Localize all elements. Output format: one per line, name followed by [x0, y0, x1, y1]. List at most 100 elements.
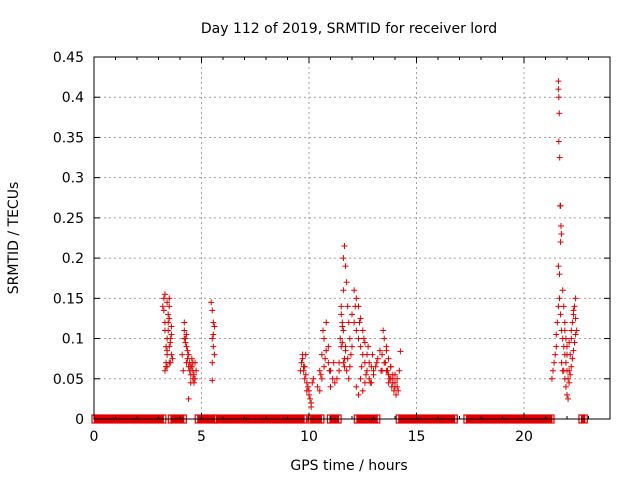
data-point	[321, 363, 328, 370]
data-point	[299, 355, 306, 362]
data-point	[210, 319, 217, 326]
data-point	[301, 363, 308, 370]
data-point	[160, 295, 167, 302]
data-point	[370, 367, 377, 374]
data-point	[302, 371, 309, 378]
data-point	[353, 383, 360, 390]
y-tick-label: 0.45	[53, 50, 84, 66]
data-point	[572, 295, 579, 302]
data-point	[389, 375, 396, 382]
data-point	[302, 351, 309, 358]
data-point	[379, 351, 386, 358]
data-point	[298, 359, 305, 366]
y-tick-label: 0.25	[53, 211, 84, 227]
data-point	[164, 363, 171, 370]
data-point	[182, 335, 189, 342]
data-point	[341, 243, 348, 250]
data-point	[211, 323, 218, 330]
y-tick-label: 0.05	[53, 372, 84, 388]
chart-title: Day 112 of 2019, SRMTID for receiver lor…	[201, 21, 497, 37]
data-point	[309, 379, 316, 386]
data-point	[392, 379, 398, 386]
data-point	[573, 327, 580, 334]
data-point	[310, 375, 317, 382]
data-point	[368, 363, 375, 370]
y-tick-label: 0.4	[62, 90, 84, 106]
data-point	[556, 295, 563, 302]
data-point	[570, 307, 577, 314]
data-point	[340, 327, 347, 334]
data-point	[340, 287, 347, 294]
data-point	[566, 379, 573, 386]
data-point	[326, 367, 333, 374]
data-point	[339, 323, 346, 330]
data-point	[572, 331, 579, 338]
data-point	[325, 343, 332, 350]
data-point	[161, 367, 168, 374]
data-point	[185, 351, 192, 358]
data-point	[357, 343, 364, 350]
data-point	[209, 335, 216, 342]
data-point	[161, 319, 168, 326]
data-point	[192, 375, 199, 382]
data-point	[366, 375, 373, 382]
data-point	[367, 379, 374, 386]
data-point	[318, 351, 325, 358]
data-point	[336, 367, 343, 374]
data-point	[568, 363, 575, 370]
data-point	[366, 359, 373, 366]
data-point	[340, 359, 347, 366]
x-axis-label: GPS time / hours	[290, 458, 407, 474]
data-point	[364, 367, 371, 374]
data-point	[184, 347, 191, 354]
data-point	[562, 383, 569, 390]
data-point	[550, 367, 557, 374]
data-point	[571, 339, 578, 346]
data-point	[342, 263, 349, 270]
data-point	[166, 295, 173, 302]
data-point	[190, 371, 197, 378]
data-point	[382, 359, 389, 366]
data-point	[557, 202, 564, 209]
data-point	[325, 359, 332, 366]
data-point	[353, 295, 360, 302]
data-point	[168, 351, 175, 358]
data-point	[396, 367, 403, 374]
data-point	[300, 367, 307, 374]
data-point	[185, 395, 192, 402]
data-point	[556, 271, 563, 278]
data-point	[346, 335, 353, 342]
data-point	[318, 375, 325, 382]
data-point	[567, 371, 574, 378]
data-point	[168, 323, 175, 330]
data-point	[164, 335, 171, 342]
data-point	[359, 387, 366, 394]
data-point	[330, 359, 337, 366]
grid-layer	[94, 57, 610, 419]
data-point	[560, 303, 567, 310]
data-point	[184, 355, 191, 362]
data-point	[360, 335, 367, 342]
data-point	[317, 371, 324, 378]
data-point	[327, 383, 334, 390]
data-point	[179, 351, 186, 358]
y-axis-label: SRMTID / TECUs	[6, 182, 22, 295]
data-point	[559, 287, 566, 294]
data-point	[393, 391, 400, 398]
data-point	[188, 363, 195, 370]
data-point	[561, 319, 568, 326]
data-point	[351, 287, 358, 294]
x-tick-label: 20	[515, 429, 533, 445]
x-tick-label: 5	[197, 429, 206, 445]
data-point	[362, 371, 369, 378]
data-point	[338, 303, 345, 310]
data-point	[323, 347, 330, 354]
data-point	[566, 367, 573, 374]
data-point	[358, 363, 365, 370]
data-point	[321, 335, 328, 342]
data-point	[331, 379, 338, 386]
data-point	[208, 299, 215, 306]
data-point	[365, 343, 372, 350]
data-point	[165, 327, 172, 334]
data-point	[378, 367, 385, 374]
